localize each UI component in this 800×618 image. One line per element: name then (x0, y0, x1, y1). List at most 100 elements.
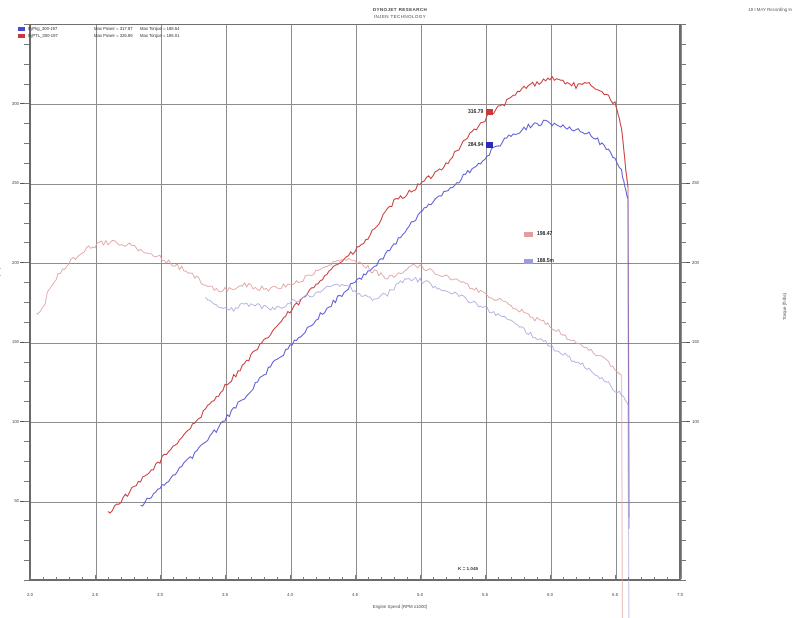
y-axis-minor-tick (24, 143, 29, 145)
chart-title-line2: INJEN TECHNOLOGY (373, 14, 427, 19)
gridline-horizontal (31, 422, 679, 424)
y-axis-minor-tick (24, 163, 29, 164)
x-axis-minor-tick (329, 577, 330, 580)
right-y-axis-tick-label: 250 (692, 180, 699, 186)
y-axis-minor-tick (24, 262, 29, 264)
right-y-axis-minor-tick (681, 560, 686, 562)
right-y-axis-tick-label: 200 (692, 259, 699, 265)
right-y-axis-tick-label: 100 (692, 418, 699, 424)
y-axis-tick-label: 50 (14, 498, 19, 504)
x-axis-minor-tick (654, 577, 655, 580)
x-axis-minor-tick (82, 577, 83, 580)
right-y-axis-minor-tick (681, 182, 686, 184)
x-axis-minor-tick (69, 577, 70, 580)
y-axis-minor-tick (24, 63, 29, 65)
x-axis-minor-tick (472, 577, 473, 580)
x-axis-title: Engine Speed (RPM x1000) (372, 604, 428, 609)
y-axis-minor-tick (24, 401, 29, 403)
rev-limiter-dropoff (620, 375, 624, 618)
x-axis-minor-tick (589, 577, 590, 580)
x-axis-minor-tick (212, 577, 213, 580)
y-axis-minor-tick (24, 560, 29, 562)
y-axis-minor-tick (24, 580, 29, 581)
annotation-peak-power-red: 316.79 (468, 109, 496, 115)
right-y-axis-minor-tick (681, 540, 686, 542)
right-y-axis-minor-tick (681, 361, 686, 363)
x-axis-minor-tick (602, 577, 603, 580)
y-axis-minor-tick (24, 341, 29, 343)
x-axis-minor-tick (615, 577, 616, 580)
data-series-line (107, 75, 629, 514)
annotation-value: 316.79 (468, 109, 484, 115)
y-axis-minor-tick (24, 123, 29, 125)
x-axis-tick-label: 4.0 (286, 592, 294, 597)
chart-title-line1: DYNOJET RESEARCH (372, 7, 428, 12)
x-axis-minor-tick (186, 577, 187, 580)
legend-item: InjPkg_300-197 Max Power = 317.87 Max To… (18, 26, 179, 33)
gridline-horizontal (31, 104, 679, 106)
x-axis-minor-tick (680, 577, 681, 580)
y-axis-minor-tick (24, 43, 29, 45)
x-axis-minor-tick (342, 577, 343, 580)
x-axis-minor-tick (199, 577, 200, 580)
y-axis-minor-tick (24, 242, 29, 244)
right-y-axis-minor-tick (681, 282, 686, 284)
y-axis-minor-tick (24, 321, 29, 323)
x-axis-tick-label: 6.5 (611, 592, 619, 597)
right-y-axis-minor-tick (681, 262, 686, 264)
x-axis-minor-tick (485, 577, 486, 580)
x-axis-minor-tick (134, 577, 135, 580)
gridline-vertical (226, 25, 227, 579)
right-y-axis-minor-tick (681, 242, 686, 244)
x-axis-minor-tick (43, 577, 44, 580)
x-axis-minor-tick (420, 577, 421, 580)
legend-swatch-icon (18, 33, 25, 39)
right-y-axis-minor-tick (681, 441, 686, 442)
legend-peak-power: Max Power = 317.87 (94, 26, 133, 31)
gridline-vertical (161, 25, 162, 579)
annotation-marker-icon (524, 258, 533, 264)
y-axis-minor-tick (24, 480, 29, 482)
y-axis-minor-tick (24, 500, 29, 502)
right-y-axis-minor-tick (681, 480, 686, 482)
y-axis-minor-tick (24, 460, 29, 462)
x-axis-minor-tick (56, 577, 57, 580)
y-axis-tick-label: 100 (12, 418, 19, 424)
x-axis-minor-tick (95, 577, 96, 580)
legend-run-name: InjPTL_300-197 (28, 32, 58, 38)
gridline-horizontal (31, 183, 679, 185)
y-axis-minor-tick (24, 381, 29, 383)
x-axis-minor-tick (251, 577, 252, 580)
data-series-line (36, 239, 622, 376)
x-axis-minor-tick (277, 577, 278, 580)
right-y-axis-minor-tick (681, 381, 686, 383)
y-axis-minor-tick (24, 83, 29, 85)
annotation-value: 284.94 (468, 142, 484, 148)
data-series-line (140, 119, 629, 507)
right-y-axis-minor-tick (681, 83, 686, 85)
x-axis-minor-tick (355, 577, 356, 580)
x-axis-minor-tick (147, 577, 148, 580)
legend-item: InjPTL_300-197 Max Power = 325.89 Max To… (18, 33, 179, 40)
right-y-axis-minor-tick (681, 341, 686, 343)
y-axis-minor-tick (24, 103, 29, 105)
gridline-vertical (486, 25, 487, 579)
x-axis-minor-tick (160, 577, 161, 580)
y-axis-tick-label: 300 (12, 101, 19, 107)
annotation-peak-torque-red: 198.47 (524, 231, 552, 237)
y-axis-minor-tick (24, 540, 29, 542)
gridline-horizontal (31, 501, 679, 503)
x-axis-minor-tick (563, 577, 564, 580)
annotation-value: 198.47 (537, 231, 553, 237)
gridline-vertical (421, 25, 422, 579)
recording-stamp: 19 I MAY Recording In (748, 7, 792, 12)
bottom-axis-rail (29, 579, 681, 581)
right-y-axis-minor-tick (681, 460, 686, 462)
right-y-axis-minor-tick (681, 43, 686, 45)
x-axis-minor-tick (511, 577, 512, 580)
data-series-line (205, 276, 629, 406)
right-y-axis-minor-tick (681, 163, 686, 164)
y-axis-minor-tick (24, 282, 29, 284)
